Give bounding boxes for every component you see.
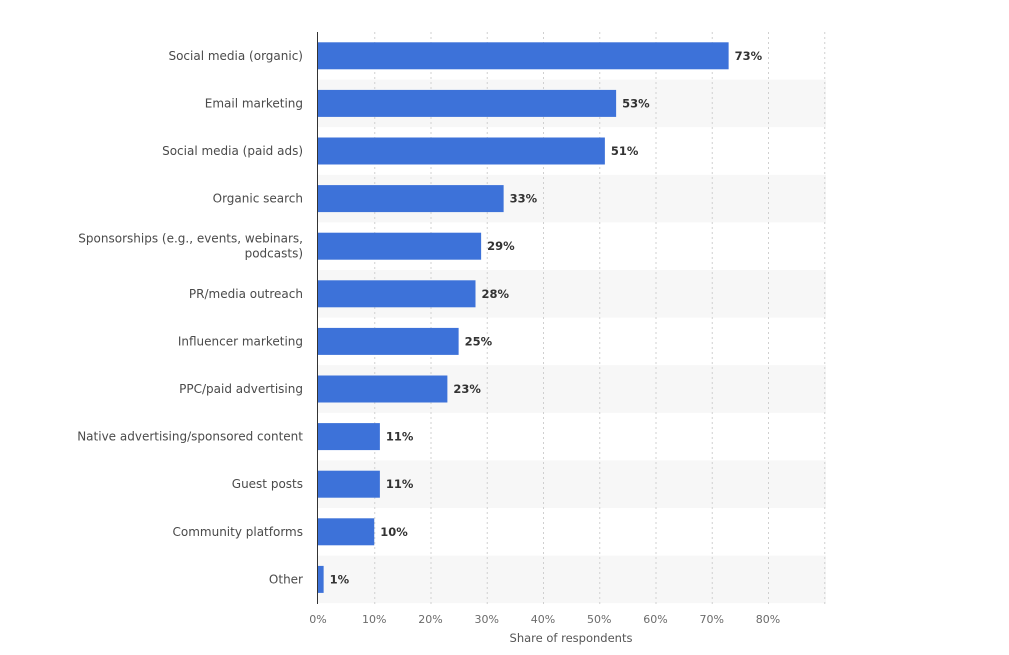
bar	[318, 470, 380, 498]
category-label-line: Guest posts	[232, 477, 303, 491]
category-label-line: PPC/paid advertising	[179, 382, 303, 396]
category-label-line: Influencer marketing	[178, 334, 303, 348]
bar	[318, 327, 459, 355]
bar	[318, 42, 729, 70]
x-tick-label: 0%	[309, 613, 326, 626]
x-tick-label: 50%	[587, 613, 611, 626]
row-band	[318, 555, 826, 604]
value-label: 11%	[386, 477, 414, 491]
category-label: Native advertising/sponsored content	[77, 430, 303, 444]
value-label: 11%	[386, 430, 414, 444]
category-label: Guest posts	[232, 477, 303, 491]
value-labels: 73% 53% 51% 33% 29% 28% 25% 23% 11% 11% 10% 1%	[330, 49, 763, 587]
bar	[318, 137, 605, 165]
row-bands	[318, 79, 826, 604]
category-label-line: Email marketing	[205, 96, 303, 110]
x-tick-label: 40%	[531, 613, 555, 626]
bar	[318, 375, 448, 403]
bar	[318, 89, 617, 117]
bars	[318, 42, 729, 593]
value-label: 10%	[380, 525, 408, 539]
value-label: 33%	[510, 192, 538, 206]
category-label-line: Native advertising/sponsored content	[77, 430, 303, 444]
value-label: 23%	[453, 382, 481, 396]
bar	[318, 232, 482, 260]
category-label: Social media (organic)	[168, 49, 303, 63]
x-tick-label: 80%	[756, 613, 780, 626]
x-tick-label: 30%	[475, 613, 499, 626]
x-tick-labels: 0% 10% 20% 30% 40% 50% 60% 70% 80%	[309, 613, 780, 626]
x-axis-title: Share of respondents	[510, 631, 633, 645]
category-labels: Social media (organic) Email marketing Soc…	[77, 49, 303, 587]
x-tick-label: 60%	[643, 613, 667, 626]
category-label: PPC/paid advertising	[179, 382, 303, 396]
category-label: Community platforms	[172, 525, 303, 539]
category-label-line: Organic search	[213, 192, 303, 206]
category-label-line: Social media (paid ads)	[162, 144, 303, 158]
bar	[318, 280, 476, 308]
category-label: Sponsorships (e.g., events, webinars, pod…	[78, 232, 303, 261]
value-label: 1%	[330, 572, 350, 586]
x-tick-label: 20%	[418, 613, 442, 626]
category-label-line: Community platforms	[172, 525, 303, 539]
bar	[318, 518, 375, 546]
value-label: 29%	[487, 239, 515, 253]
category-label: Other	[269, 572, 303, 586]
category-label-line: Other	[269, 572, 303, 586]
category-label-line: Sponsorships (e.g., events, webinars,	[78, 232, 303, 246]
row-band	[318, 460, 826, 508]
category-label: Social media (paid ads)	[162, 144, 303, 158]
value-label: 25%	[465, 334, 493, 348]
value-label: 53%	[622, 96, 650, 110]
bar	[318, 423, 380, 451]
bar	[318, 185, 504, 213]
x-tick-label: 70%	[700, 613, 724, 626]
grid-lines	[374, 32, 826, 604]
category-label: Organic search	[213, 192, 303, 206]
category-label-line: podcasts)	[245, 247, 303, 261]
value-label: 51%	[611, 144, 639, 158]
category-label: Email marketing	[205, 96, 303, 110]
bar	[318, 565, 324, 593]
value-label: 73%	[735, 49, 763, 63]
category-label: Influencer marketing	[178, 334, 303, 348]
value-label: 28%	[482, 287, 510, 301]
category-label-line: Social media (organic)	[168, 49, 303, 63]
x-tick-label: 10%	[362, 613, 386, 626]
category-label: PR/media outreach	[189, 287, 303, 301]
category-label-line: PR/media outreach	[189, 287, 303, 301]
